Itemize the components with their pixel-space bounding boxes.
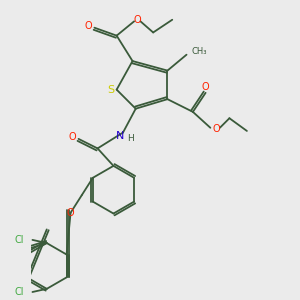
Text: N: N <box>116 131 124 141</box>
Text: O: O <box>134 15 141 25</box>
Text: O: O <box>67 208 74 218</box>
Text: S: S <box>107 85 115 94</box>
Text: Cl: Cl <box>14 287 24 297</box>
Text: O: O <box>68 132 76 142</box>
Text: O: O <box>84 21 92 31</box>
Text: O: O <box>212 124 220 134</box>
Text: H: H <box>128 134 134 143</box>
Text: Cl: Cl <box>14 235 24 245</box>
Text: CH₃: CH₃ <box>191 47 207 56</box>
Text: O: O <box>202 82 209 92</box>
